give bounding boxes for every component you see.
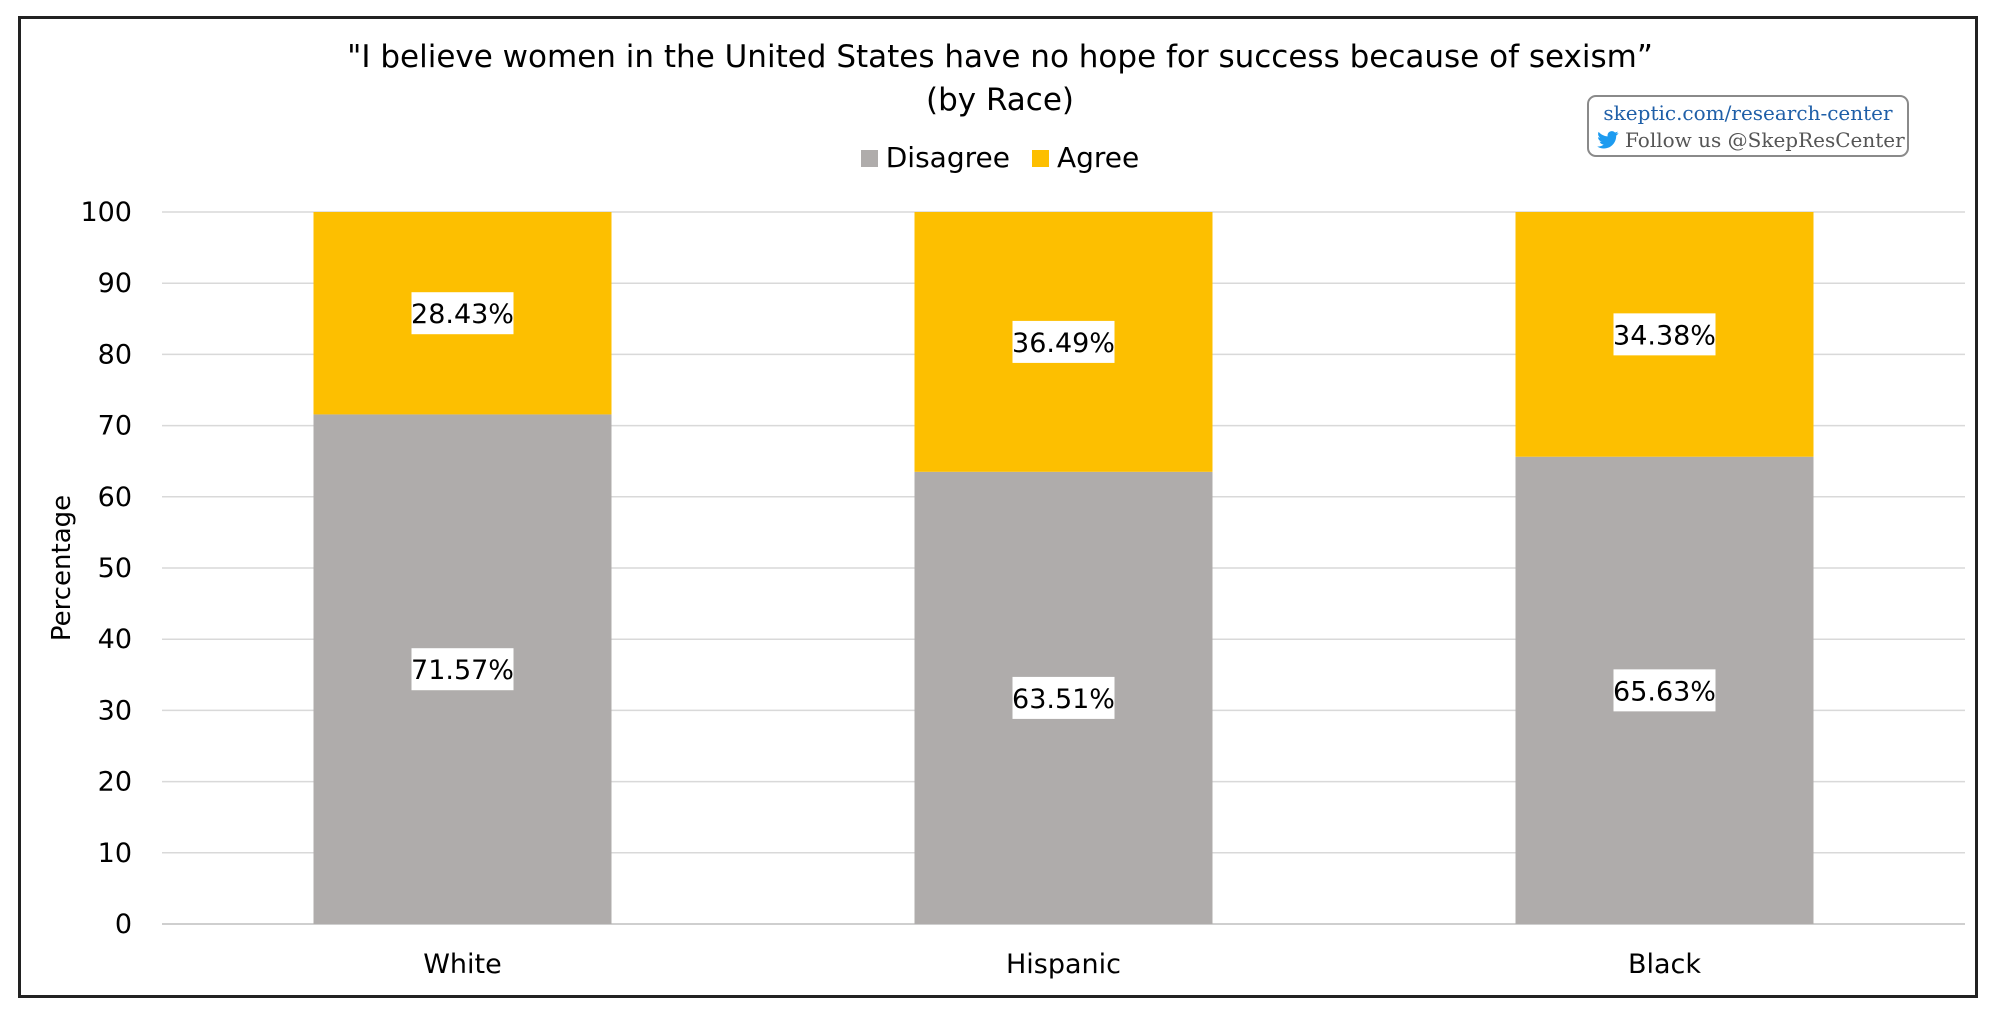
y-axis-label: Percentage: [47, 495, 77, 641]
chart-title: "I believe women in the United States ha…: [347, 39, 1653, 75]
y-tick-label: 50: [98, 553, 132, 584]
y-tick-label: 70: [98, 411, 132, 442]
y-tick-label: 20: [98, 767, 132, 798]
twitter-bird-icon: [1597, 131, 1619, 149]
data-label-box: [1012, 320, 1115, 363]
source-badge: skeptic.com/research-center Follow us @S…: [1587, 95, 1909, 157]
y-tick-label: 60: [98, 482, 132, 513]
legend: Disagree Agree: [0, 140, 2000, 176]
data-label: 71.57%: [411, 655, 514, 686]
y-tick-label: 90: [98, 268, 132, 299]
data-label-box: [411, 648, 514, 691]
chart-subtitle: (by Race): [925, 82, 1075, 118]
follow-text[interactable]: Follow us @SkepResCenter: [1625, 128, 1905, 152]
follow-line: Follow us @SkepResCenter: [1597, 128, 1905, 152]
y-tick-label: 30: [98, 695, 132, 726]
data-label: 36.49%: [1012, 328, 1115, 359]
legend-item-agree: Agree: [1031, 140, 1140, 176]
x-tick-label: Hispanic: [1006, 949, 1121, 980]
y-tick-label: 80: [98, 339, 132, 370]
data-label: 34.38%: [1613, 320, 1716, 351]
data-label: 63.51%: [1012, 684, 1115, 715]
y-tick-label: 100: [80, 197, 132, 228]
data-label: 65.63%: [1613, 676, 1716, 707]
y-tick-label: 10: [98, 838, 132, 869]
legend-swatch-disagree: [860, 149, 878, 167]
y-tick-label: 40: [98, 624, 132, 655]
data-label-box: [411, 292, 514, 335]
x-tick-label: White: [423, 949, 502, 980]
legend-item-disagree: Disagree: [860, 140, 1010, 176]
y-tick-label: 0: [115, 909, 132, 940]
legend-label-agree: Agree: [1056, 141, 1140, 174]
legend-swatch-agree: [1031, 149, 1049, 167]
data-label: 28.43%: [411, 299, 514, 330]
data-label-box: [1613, 313, 1716, 356]
data-label-box: [1012, 676, 1115, 719]
legend-label-disagree: Disagree: [885, 141, 1010, 174]
data-label-box: [1613, 669, 1716, 712]
source-url[interactable]: skeptic.com/research-center: [1603, 101, 1893, 125]
x-tick-label: Black: [1628, 949, 1701, 980]
